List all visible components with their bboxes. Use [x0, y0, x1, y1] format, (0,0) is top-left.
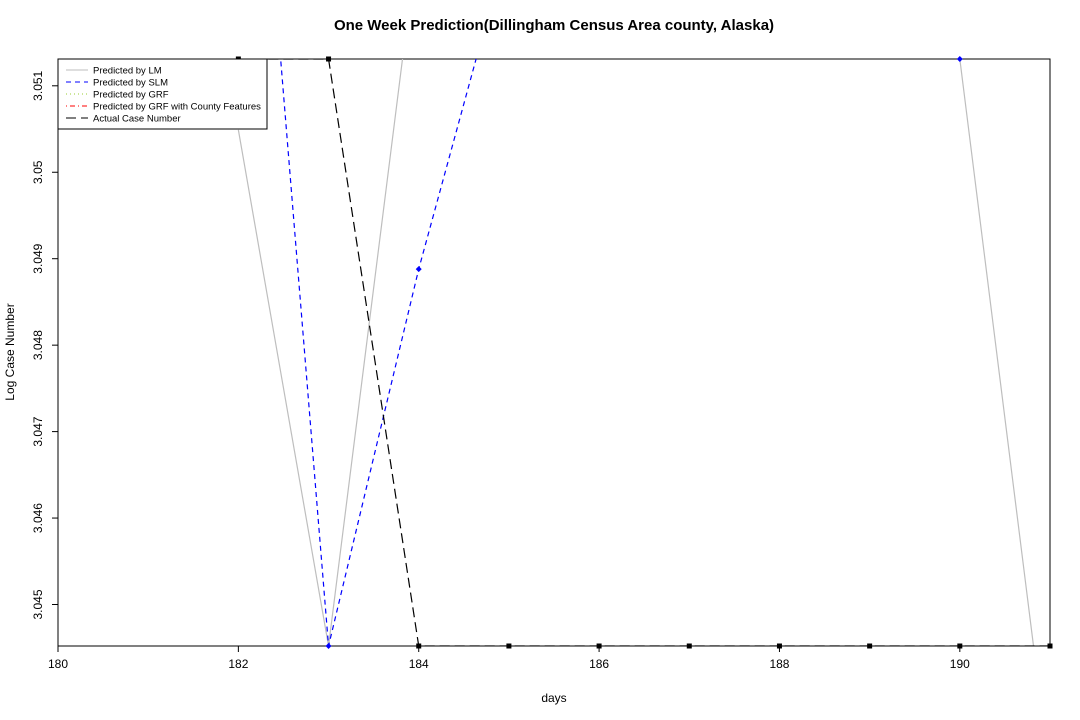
legend-label: Predicted by SLM	[93, 78, 168, 89]
point	[415, 266, 422, 273]
x-tick-label: 186	[589, 657, 609, 671]
x-axis-label: days	[541, 691, 566, 705]
y-tick-label: 3.051	[31, 70, 45, 100]
legend-label: Actual Case Number	[93, 114, 181, 125]
point	[326, 56, 332, 62]
point	[325, 643, 332, 649]
point	[506, 643, 512, 649]
series-line	[238, 0, 959, 646]
point	[1047, 643, 1053, 649]
legend-label: Predicted by GRF with County Features	[93, 102, 261, 113]
x-tick-label: 190	[950, 657, 970, 671]
point	[686, 643, 692, 649]
point	[956, 56, 963, 62]
y-tick-label: 3.046	[31, 503, 45, 533]
x-tick-label: 184	[409, 657, 429, 671]
point	[596, 643, 602, 649]
x-tick-label: 180	[48, 657, 68, 671]
point	[776, 643, 782, 649]
plot-area	[237, 0, 1050, 646]
point	[957, 643, 963, 649]
y-tick-label: 3.05	[31, 160, 45, 184]
legend-label: Predicted by GRF	[93, 90, 169, 101]
x-tick-label: 188	[769, 657, 789, 671]
y-tick-label: 3.048	[31, 330, 45, 360]
y-tick-label: 3.049	[31, 243, 45, 273]
series-line	[238, 59, 1050, 646]
point	[416, 643, 422, 649]
chart-title: One Week Prediction(Dillingham Census Ar…	[334, 17, 774, 34]
legend-label: Predicted by LM	[93, 66, 162, 77]
legend-box	[57, 58, 268, 130]
series-line	[237, 59, 1035, 646]
x-tick-label: 182	[228, 657, 248, 671]
y-axis-label: Log Case Number	[3, 303, 17, 400]
point	[867, 643, 873, 649]
y-tick-label: 3.045	[31, 589, 45, 619]
plot-frame	[57, 58, 1051, 647]
y-tick-label: 3.047	[31, 416, 45, 446]
